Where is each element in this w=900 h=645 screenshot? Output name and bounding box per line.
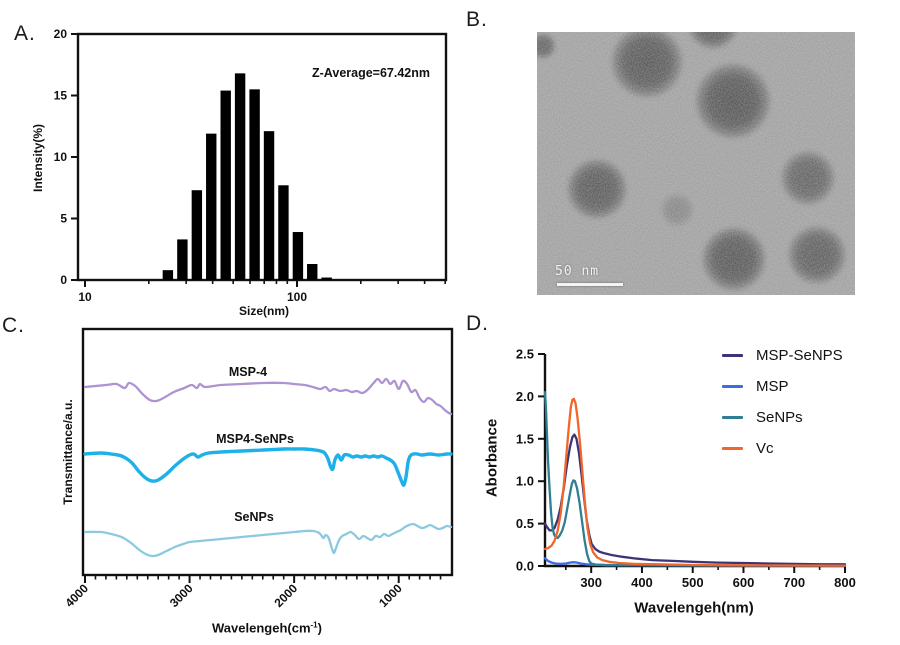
tick-label: 400 [631, 575, 653, 590]
legend-swatch-msp [722, 385, 743, 388]
panel-d-y-axis-title: Aborbance [483, 418, 501, 498]
uvvis-curve-Vc [543, 397, 847, 567]
legend-label-msp-senps: MSP-SeNPS [756, 347, 843, 364]
panel-d-letter: D. [466, 312, 489, 335]
tick-label: 10 [78, 290, 92, 304]
tem-image: 50 nm [537, 32, 855, 295]
legend-label-senps: SeNPs [756, 409, 803, 426]
tick-label: 15 [54, 89, 68, 103]
tem-render [537, 32, 855, 295]
curve-label-msp4: MSP-4 [228, 365, 268, 379]
curve-label-senps: SeNPs [234, 510, 274, 524]
histogram-bar [278, 185, 289, 280]
ftir-curve-MSP4-SeNPs [83, 447, 453, 487]
panel-c-x-axis-title: Wavelengeh(cm-1) [212, 620, 322, 635]
tick-label: 0.5 [516, 516, 534, 531]
histogram-bar [220, 90, 231, 280]
legend-swatch-vc [722, 447, 743, 450]
histogram-bar [191, 190, 203, 280]
legend-item-msp-senps: MSP-SeNPS [722, 340, 843, 371]
histogram-bar [321, 277, 332, 280]
panel-b-letter: B. [466, 8, 488, 31]
legend-label-vc: Vc [756, 440, 774, 457]
tick-label: 20 [54, 27, 68, 41]
histogram-bar [177, 239, 188, 280]
histogram-bar [206, 133, 217, 280]
panel-c-x-axis-title-main: Wavelengeh(cm [212, 620, 311, 636]
z-average-annotation: Z-Average=67.42nm [312, 66, 430, 80]
tick-label: 2.5 [516, 347, 534, 362]
tick-label: 100 [287, 290, 307, 304]
tick-label: 2.0 [516, 389, 534, 404]
panel-a-x-axis-title: Size(nm) [238, 304, 290, 318]
histogram-bar [263, 131, 275, 280]
tick-label: 5 [60, 212, 67, 226]
tick-label: 700 [783, 575, 805, 590]
panel-c-x-axis-title-sup: -1 [310, 620, 318, 630]
tick-label: 0 [60, 273, 67, 287]
legend-item-senps: SeNPs [722, 402, 843, 433]
tick-label: 1.0 [516, 474, 534, 489]
histogram-bar [162, 270, 174, 280]
panel-a-letter: A. [14, 22, 36, 45]
tick-label: 0.0 [516, 559, 534, 574]
tick-label: 3000 [167, 581, 196, 610]
curve-label-msp4-senps: MSP4-SeNPs [216, 432, 294, 446]
tick-label: 300 [580, 575, 602, 590]
tick-label: 1.5 [516, 431, 534, 446]
tem-grain-overlay [537, 32, 855, 295]
panel-c-frame [81, 327, 454, 577]
histogram-bar [307, 264, 318, 280]
tick-label: 800 [834, 575, 856, 590]
legend-swatch-msp-senps [722, 354, 743, 357]
uvvis-curve-SeNPs [543, 391, 847, 567]
histogram-bar [292, 232, 304, 280]
legend-item-msp: MSP [722, 371, 843, 402]
legend-item-vc: Vc [722, 433, 843, 464]
tick-label: 4000 [62, 581, 91, 610]
panel-d-x-axis-title: Wavelengeh(nm) [634, 599, 754, 617]
legend-label-msp: MSP [756, 378, 789, 395]
panel-a-plot: 0 5 10 15 20 10 100 [54, 27, 448, 304]
ftir-curve-MSP-4 [83, 377, 453, 416]
scale-bar [557, 283, 623, 286]
tick-label: 10 [54, 150, 68, 164]
tick-label: 600 [733, 575, 755, 590]
tick-label: 2000 [271, 581, 300, 610]
histogram-bar [249, 89, 260, 280]
panel-d-plot: 0.0 0.5 1.0 1.5 2.0 2.5 300 400 500 600 700 800 [516, 347, 856, 591]
panel-a-y-axis-title: Intensity(%) [31, 123, 45, 193]
tick-label: 1000 [376, 581, 405, 610]
panel-c-y-axis-title: Transmittance/a.u. [61, 399, 75, 505]
scale-bar-label: 50 nm [555, 264, 600, 279]
ftir-curve-SeNPs [83, 522, 453, 558]
tick-label: 500 [682, 575, 704, 590]
histogram-bar [234, 73, 246, 280]
legend: MSP-SeNPS MSP SeNPs Vc [722, 340, 843, 464]
legend-swatch-senps [722, 416, 743, 419]
panel-c-letter: C. [2, 314, 25, 337]
panel-c-x-axis-title-close: ) [317, 620, 322, 636]
